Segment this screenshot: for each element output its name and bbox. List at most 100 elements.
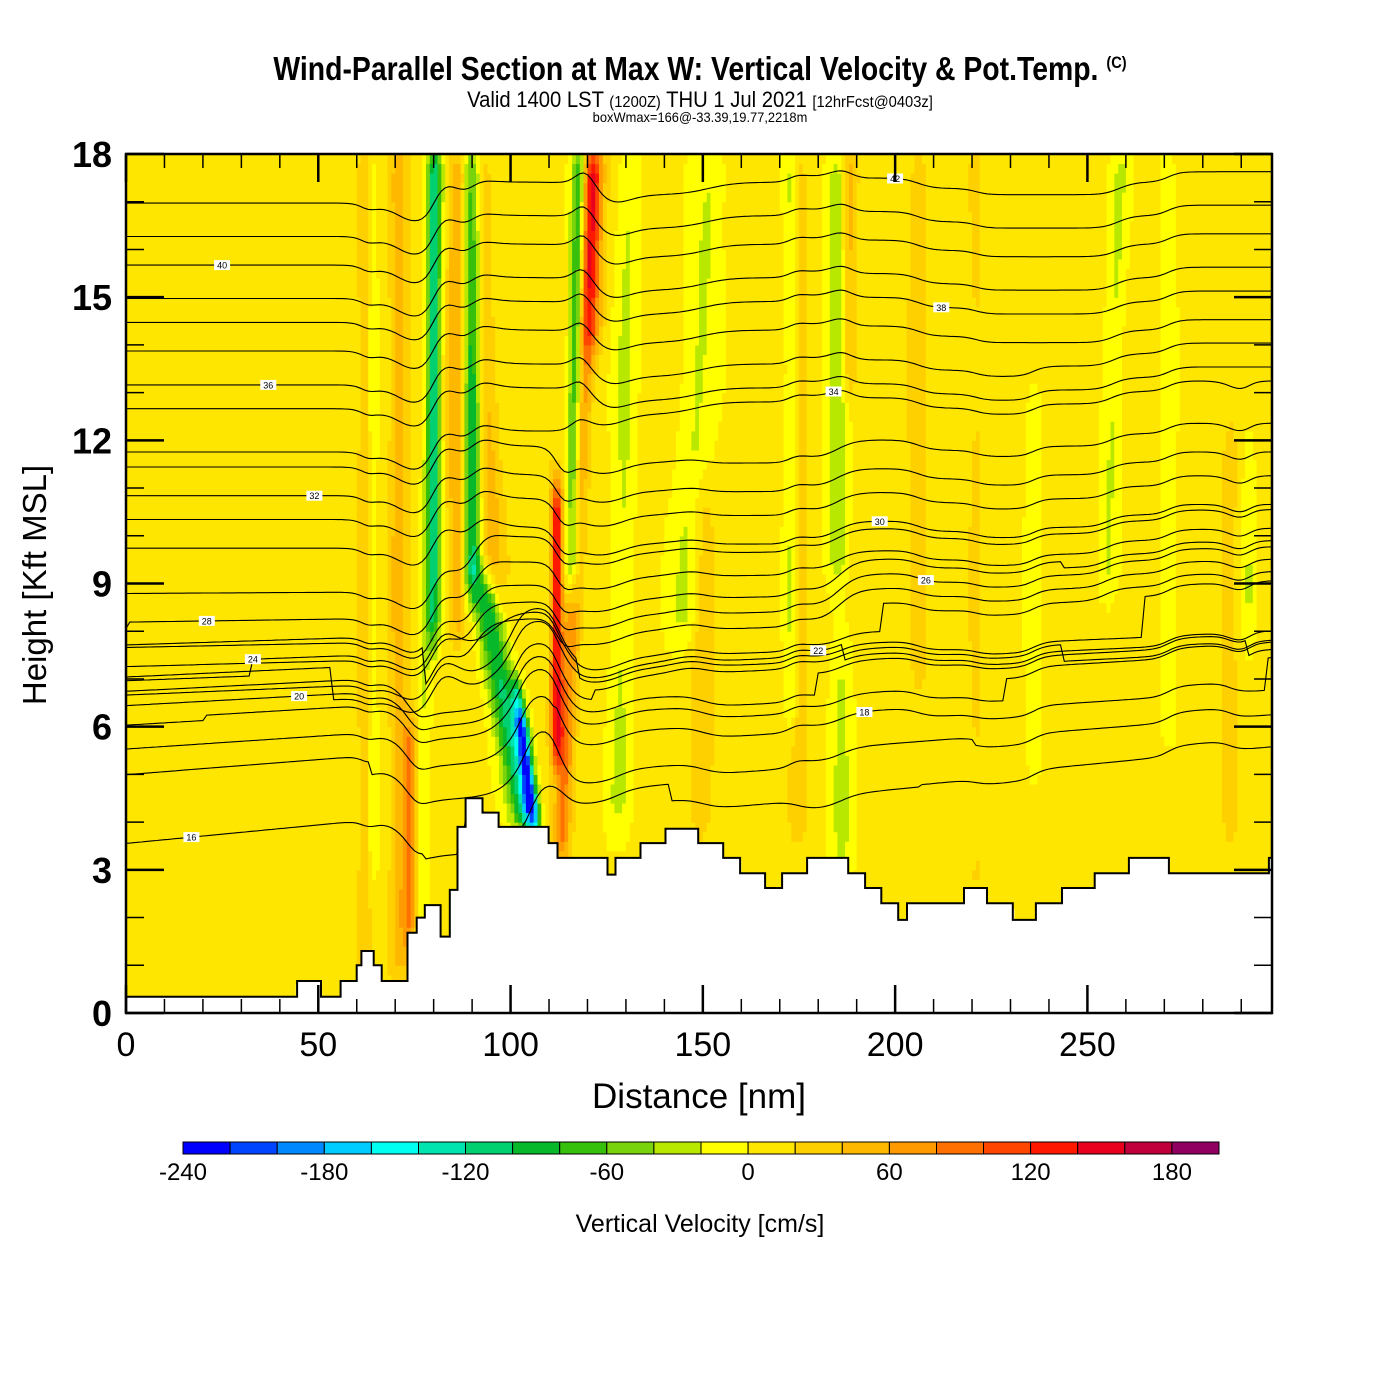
w-cell — [545, 154, 550, 699]
contour-label: 28 — [202, 616, 212, 626]
w-cell — [533, 755, 538, 775]
w-cell — [572, 154, 577, 165]
w-cell — [1245, 602, 1250, 661]
w-cell — [983, 154, 988, 890]
w-cell — [664, 650, 669, 833]
w-cell — [845, 154, 850, 375]
w-cell — [418, 478, 423, 919]
w-cell — [587, 173, 592, 241]
w-cell — [179, 154, 185, 1005]
w-cell — [568, 612, 573, 766]
w-cell — [564, 574, 569, 594]
w-cell — [518, 678, 523, 689]
w-cell — [302, 154, 308, 985]
w-cell — [564, 239, 569, 336]
w-cell — [476, 182, 481, 231]
w-cell — [614, 707, 619, 814]
w-cell — [514, 726, 519, 737]
w-cell — [525, 726, 531, 737]
w-cell — [437, 278, 442, 623]
w-cell — [1187, 154, 1192, 880]
w-cell — [710, 526, 715, 766]
w-cell — [387, 154, 392, 298]
w-cell — [464, 612, 469, 804]
w-cell — [837, 574, 842, 680]
w-cell — [356, 726, 362, 871]
w-cell — [568, 602, 573, 613]
w-cell — [602, 163, 608, 184]
w-cell — [1195, 154, 1200, 880]
w-cell — [775, 154, 781, 890]
w-cell — [476, 621, 481, 642]
w-cell — [1225, 841, 1231, 880]
w-cell — [368, 430, 373, 737]
w-cell — [256, 154, 262, 1005]
w-cell — [1248, 154, 1254, 432]
w-cell — [499, 745, 504, 756]
w-cell — [506, 764, 512, 785]
w-cell — [1225, 430, 1231, 842]
w-cell — [337, 154, 342, 1005]
w-cell — [560, 488, 565, 585]
w-cell — [1075, 154, 1081, 890]
w-cell — [268, 154, 273, 1005]
w-cell — [849, 526, 854, 642]
w-cell — [710, 459, 715, 527]
valid-time-line: Valid 1400 LST (1200Z) THU 1 Jul 2021 [1… — [56, 87, 1344, 113]
w-cell — [1148, 154, 1154, 861]
w-cell — [918, 154, 923, 690]
w-cell — [549, 154, 554, 460]
w-cell — [587, 411, 592, 489]
w-cell — [564, 154, 569, 165]
w-cell — [491, 793, 496, 814]
w-cell — [706, 278, 712, 460]
w-cell — [429, 640, 435, 651]
w-cell — [652, 154, 658, 852]
w-cell — [622, 803, 627, 852]
w-cell — [856, 154, 862, 174]
w-cell — [779, 526, 785, 642]
w-cell — [633, 154, 638, 518]
w-cell — [1106, 612, 1111, 880]
w-cell — [595, 182, 600, 241]
w-cell — [426, 650, 431, 670]
isentrope-36 — [126, 342, 1272, 403]
w-cell — [391, 173, 396, 203]
isentrope-39 — [126, 265, 1272, 317]
w-cell — [360, 154, 365, 957]
w-cell — [595, 154, 600, 165]
w-cell — [483, 726, 488, 814]
w-cell — [491, 698, 496, 718]
w-cell — [429, 163, 435, 174]
w-cell — [1022, 154, 1027, 518]
w-cell — [510, 669, 515, 680]
w-cell — [579, 249, 585, 289]
w-cell — [718, 154, 723, 422]
w-cell — [499, 583, 504, 604]
w-cell — [460, 173, 465, 184]
w-cell — [387, 440, 392, 728]
w-cell — [679, 621, 685, 661]
w-cell — [1098, 154, 1104, 403]
w-cell — [487, 554, 492, 565]
w-cell — [556, 497, 562, 508]
w-cell — [322, 154, 327, 1005]
colorbar-swatch — [182, 1141, 231, 1155]
w-cell — [568, 822, 573, 861]
w-cell — [449, 154, 454, 250]
w-cell — [499, 612, 504, 623]
contour-label-box — [856, 707, 873, 717]
contour-label: 34 — [829, 387, 839, 397]
w-cell — [472, 583, 477, 604]
w-cell — [556, 755, 562, 766]
w-cell — [549, 764, 554, 852]
w-cell — [187, 154, 192, 1005]
w-cell — [510, 688, 515, 699]
w-cell — [529, 783, 535, 794]
w-cell — [1252, 459, 1258, 642]
w-cell — [437, 163, 442, 279]
w-cell — [552, 755, 558, 766]
w-cell — [502, 669, 508, 690]
w-cell — [368, 908, 373, 957]
w-cell — [991, 154, 996, 909]
